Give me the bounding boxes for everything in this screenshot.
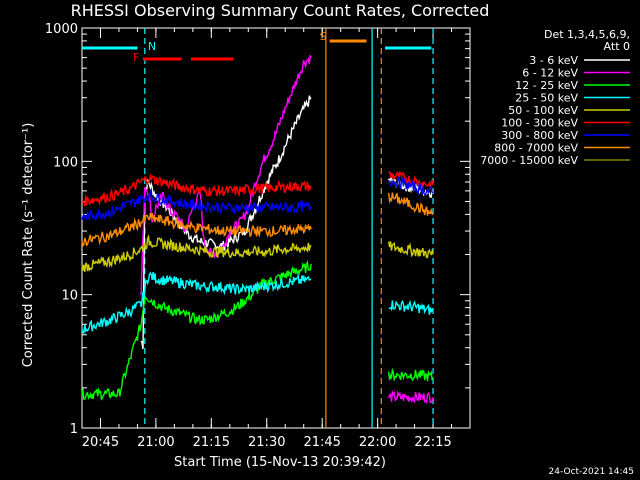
series-line-300-800-kev [81, 189, 312, 221]
plot-frame [81, 27, 471, 429]
plot-border [81, 27, 471, 429]
series-line-50-100-kev-late [388, 241, 434, 259]
legend-entry-label: 25 - 50 keV [515, 92, 578, 105]
series-line-12-25-kev [81, 259, 312, 401]
flag-bars: NF S [82, 30, 432, 64]
x-axis-label: Start Time (15-Nov-13 20:39:42) [174, 455, 386, 470]
x-tick-label: 21:45 [303, 435, 340, 450]
series-line-3-6-kev-late [388, 176, 434, 198]
flag-label: S [320, 30, 327, 43]
chart-title: RHESSI Observing Summary Count Rates, Co… [71, 1, 490, 20]
series-line-6-12-kev-late [388, 389, 434, 405]
y-tick-label: 10 [61, 289, 78, 304]
footer-date: 24-Oct-2021 14:45 [549, 467, 634, 477]
x-tick-label: 22:15 [414, 435, 451, 450]
legend-header: Det 1,3,4,5,6,9, [544, 28, 630, 41]
y-tick-label: 1000 [45, 22, 78, 37]
legend-header: Att 0 [604, 40, 630, 53]
x-tick-label: 21:00 [137, 435, 174, 450]
series-line-25-50-kev-late [388, 299, 434, 315]
legend-entry-label: 6 - 12 keV [522, 67, 578, 80]
series-line-800-7000-kev [81, 212, 312, 247]
series-line-6-12-kev [140, 54, 312, 296]
legend-entry-label: 300 - 800 keV [501, 129, 578, 142]
flag-label: N [148, 40, 156, 53]
series-line-12-25-kev-late [388, 367, 434, 382]
series-line-300-800-kev-late [388, 176, 434, 196]
legend-entry-label: 800 - 7000 keV [494, 142, 578, 155]
series-line-25-50-kev [81, 271, 312, 335]
series-line-3-6-kev [140, 95, 312, 350]
x-tick-label: 20:45 [82, 435, 119, 450]
series-line-800-7000-kev-late [388, 192, 434, 216]
series-line-100-300-kev-late [388, 170, 434, 190]
series-lines [81, 54, 434, 405]
x-tick-label: 21:15 [193, 435, 230, 450]
x-tick-label: 22:00 [359, 435, 396, 450]
series-line-100-300-kev [81, 174, 312, 207]
y-tick-label: 100 [53, 155, 78, 170]
x-tick-label: 21:30 [248, 435, 285, 450]
series-line-50-100-kev [81, 234, 312, 273]
legend-entry-label: 50 - 100 keV [508, 104, 578, 117]
y-axis-label: Corrected Count Rate (s⁻¹ detector⁻¹) [21, 123, 36, 368]
flag-label: F [133, 51, 139, 64]
legend-entry-label: 12 - 25 keV [515, 79, 578, 92]
legend-entry-label: 3 - 6 keV [529, 54, 578, 67]
y-tick-label: 1 [70, 422, 78, 437]
x-axis-ticks: 20:45 21:00 21:15 21:30 21:45 22:00 22:15 [81, 28, 471, 450]
legend-entry-label: 7000 - 15000 keV [480, 154, 578, 167]
legend-entry-label: 100 - 300 keV [501, 117, 578, 130]
